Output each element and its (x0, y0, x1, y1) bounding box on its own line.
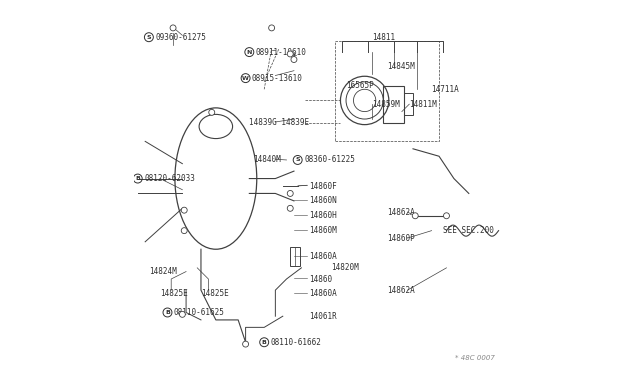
Circle shape (412, 213, 418, 219)
Text: B: B (262, 340, 267, 345)
Bar (335, 41, 439, 141)
Text: 14711A: 14711A (431, 85, 460, 94)
Circle shape (269, 25, 275, 31)
Text: 14860N: 14860N (309, 196, 337, 205)
Text: 08110-61662: 08110-61662 (271, 338, 321, 347)
Text: 08911-10610: 08911-10610 (255, 48, 307, 57)
Text: 14845M: 14845M (387, 62, 415, 71)
Text: 14860M: 14860M (309, 226, 337, 235)
Circle shape (287, 190, 293, 196)
Text: 08360-61225: 08360-61225 (304, 155, 355, 164)
Circle shape (287, 205, 293, 211)
Text: SEE SEC.200: SEE SEC.200 (443, 226, 493, 235)
Circle shape (170, 25, 176, 31)
Circle shape (209, 109, 215, 115)
Text: 14820M: 14820M (331, 263, 359, 272)
Text: 14860: 14860 (309, 275, 332, 283)
Text: B: B (165, 310, 170, 315)
Bar (404, 93, 413, 115)
Text: 09360-61275: 09360-61275 (156, 33, 206, 42)
Circle shape (243, 341, 248, 347)
Bar (383, 86, 404, 123)
Circle shape (291, 57, 297, 62)
Text: 14860P: 14860P (387, 234, 415, 243)
Text: B: B (135, 176, 140, 181)
Text: 14824M: 14824M (149, 267, 177, 276)
Circle shape (181, 228, 187, 234)
Text: 16565P: 16565P (346, 81, 374, 90)
Circle shape (444, 213, 449, 219)
Text: 14860F: 14860F (309, 182, 337, 190)
Text: 14839G 14839E: 14839G 14839E (250, 118, 310, 127)
Circle shape (287, 51, 293, 57)
Text: N: N (246, 49, 252, 55)
Text: 14825E: 14825E (160, 289, 188, 298)
Text: 14862A: 14862A (387, 286, 415, 295)
Text: 14860H: 14860H (309, 211, 337, 220)
Text: S: S (296, 157, 300, 163)
Circle shape (181, 207, 187, 213)
Text: S: S (147, 35, 151, 40)
Text: 14825E: 14825E (201, 289, 228, 298)
Text: 14862A: 14862A (387, 208, 415, 217)
Circle shape (179, 311, 186, 317)
Text: 08120-62033: 08120-62033 (144, 174, 195, 183)
Text: 08915-13610: 08915-13610 (252, 74, 303, 83)
Text: 14859M: 14859M (372, 100, 400, 109)
Text: 14811: 14811 (372, 33, 396, 42)
Text: * 48C 0007: * 48C 0007 (455, 355, 495, 361)
Text: 14860A: 14860A (309, 289, 337, 298)
Text: 14860A: 14860A (309, 252, 337, 261)
Text: W: W (242, 76, 249, 81)
Bar (291, 247, 300, 266)
Text: 08110-61625: 08110-61625 (174, 308, 225, 317)
Text: 14061R: 14061R (309, 312, 337, 321)
Text: 14811M: 14811M (410, 100, 437, 109)
Text: 14840M: 14840M (253, 155, 281, 164)
